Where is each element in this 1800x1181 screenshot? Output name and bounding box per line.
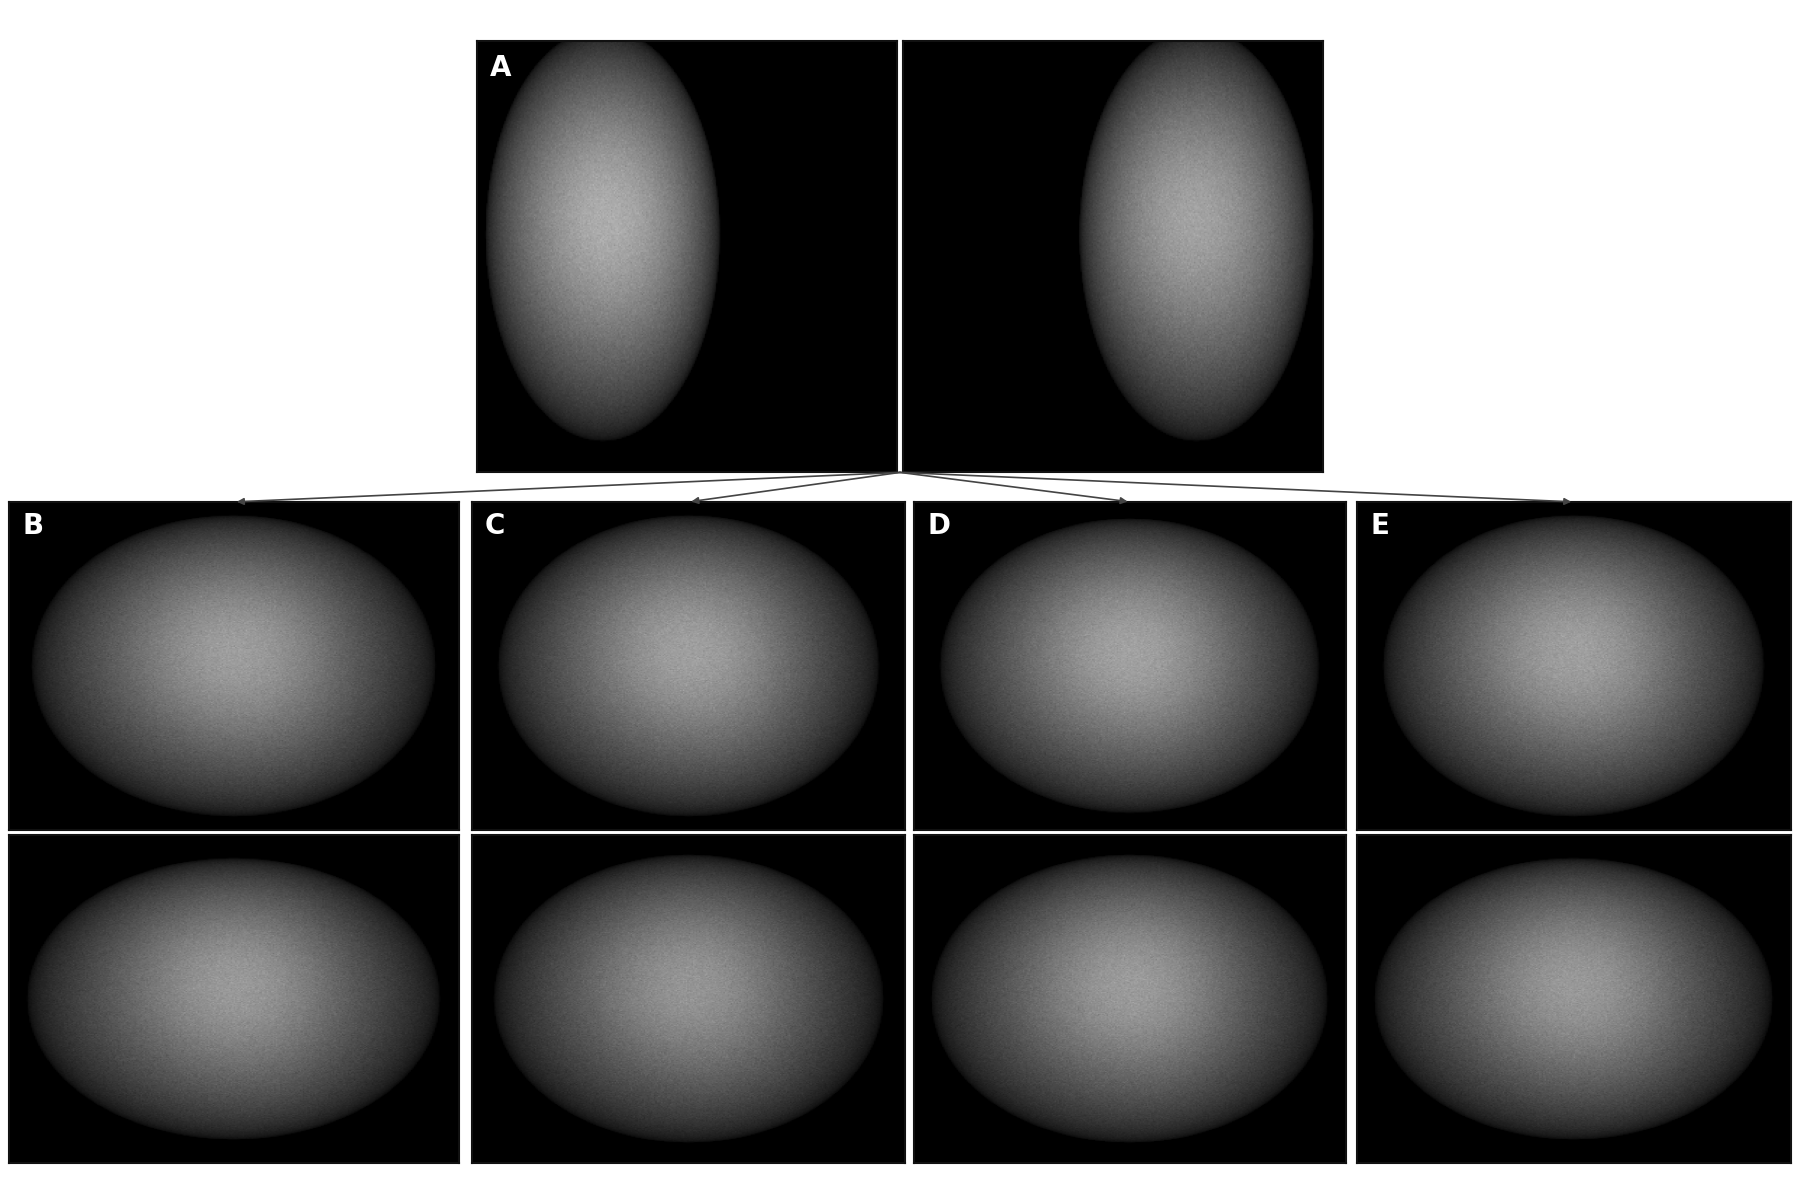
Text: E: E <box>1370 511 1390 540</box>
Text: D: D <box>927 511 950 540</box>
Text: C: C <box>484 511 506 540</box>
Text: A: A <box>490 54 511 83</box>
Text: B: B <box>22 511 43 540</box>
